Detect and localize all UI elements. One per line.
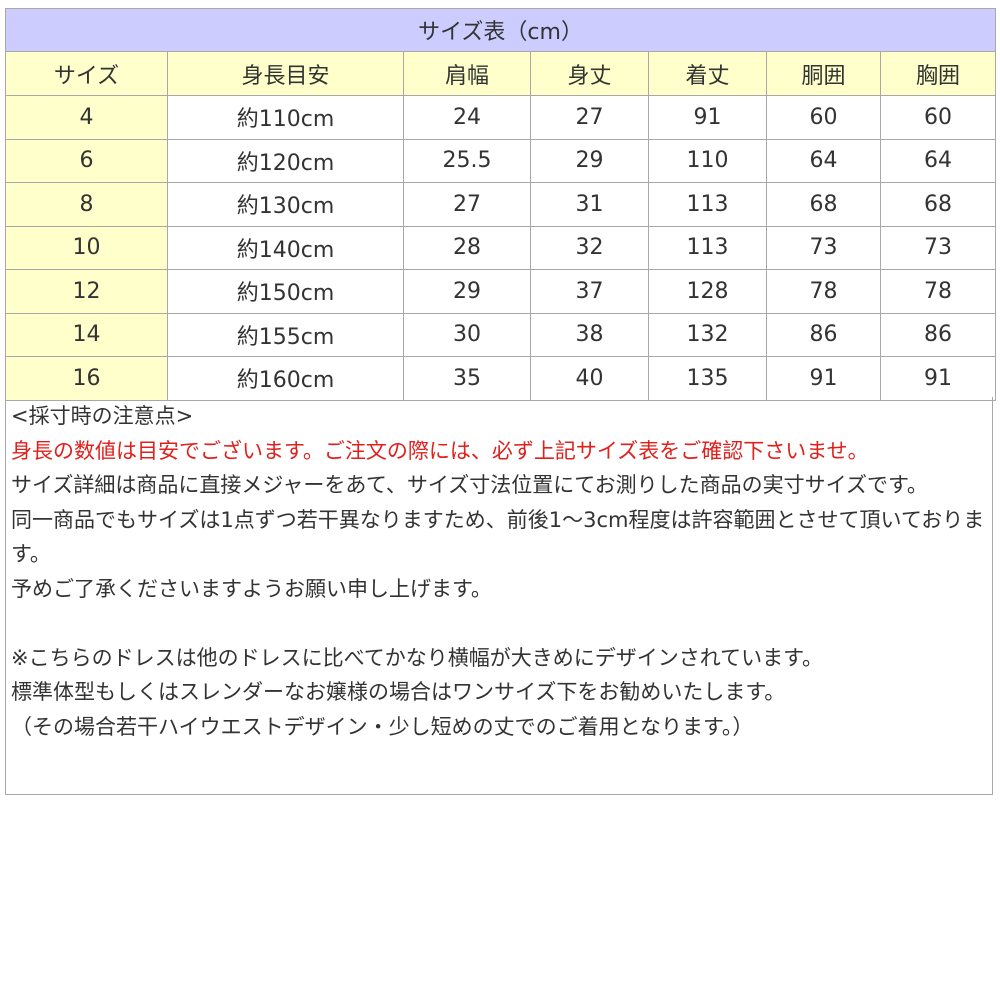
- header-row: サイズ 身長目安 肩幅 身丈 着丈 胴囲 胸囲: [5, 51, 997, 96]
- table-cell: 78: [766, 269, 881, 314]
- table-cell: 68: [766, 182, 881, 227]
- table-row: 8 約130cm 27 31 113 68 68: [5, 182, 997, 227]
- notes-section: <採寸時の注意点> 身長の数値は目安でございます。ご注文の際には、必ず上記サイズ…: [5, 397, 993, 795]
- size-cell: 12: [5, 269, 168, 314]
- column-header: 身丈: [530, 51, 649, 96]
- table-row: 14 約155cm 30 38 132 86 86: [5, 312, 997, 357]
- size-cell: 14: [5, 312, 168, 357]
- table-cell: 110: [648, 138, 767, 183]
- table-cell: 132: [648, 312, 767, 357]
- notes-line: 予めご了承くださいますようお願い申し上げます。: [11, 576, 492, 601]
- size-cell: 4: [5, 95, 168, 140]
- table-cell: 60: [879, 95, 997, 140]
- column-header: サイズ: [5, 51, 168, 96]
- table-cell: 35: [403, 356, 531, 401]
- table-cell: 78: [879, 269, 997, 314]
- table-cell: 37: [530, 269, 649, 314]
- table-cell: 32: [530, 225, 649, 270]
- table-cell: 113: [648, 225, 767, 270]
- table-title: サイズ表（cm）: [4, 8, 997, 52]
- table-cell: 約160cm: [167, 356, 404, 401]
- table-row: 10 約140cm 28 32 113 73 73: [5, 225, 997, 270]
- notes-line: 同一商品でもサイズは1点ずつ若干異なりますため、前後1～3cm程度は許容範囲とさ…: [11, 507, 985, 567]
- table-cell: 91: [879, 356, 997, 401]
- notes-extra: 標準体型もしくはスレンダーなお嬢様の場合はワンサイズ下をお勧めいたします。: [11, 680, 786, 704]
- table-row: 4 約110cm 24 27 91 60 60: [5, 95, 997, 140]
- table-row: 12 約150cm 29 37 128 78 78: [5, 269, 997, 314]
- table-cell: 30: [403, 312, 531, 357]
- column-header: 肩幅: [403, 51, 531, 96]
- table-cell: 約120cm: [167, 138, 404, 183]
- table-cell: 約150cm: [167, 269, 404, 314]
- table-cell: 27: [403, 182, 531, 227]
- table-row: 16 約160cm 35 40 135 91 91: [5, 356, 997, 401]
- column-header: 身長目安: [167, 51, 404, 96]
- table-cell: 128: [648, 269, 767, 314]
- table-cell: 64: [879, 138, 997, 183]
- table-cell: 135: [648, 356, 767, 401]
- table-cell: 31: [530, 182, 649, 227]
- notes-warning: 身長の数値は目安でございます。ご注文の際には、必ず上記サイズ表をご確認下さいませ…: [11, 438, 869, 463]
- notes-extra: （その場合若干ハイウエストデザイン・少し短めの丈でのご着用となります。）: [11, 714, 754, 739]
- size-table: サイズ表（cm） サイズ 身長目安 肩幅 身丈 着丈 胴囲 胸囲 4 約110cm 24 27 91…: [4, 8, 997, 401]
- notes-line: サイズ詳細は商品に直接メジャーをあて、サイズ寸法位置にてお測りした商品の実寸サイ…: [11, 473, 928, 497]
- table-cell: 38: [530, 312, 649, 357]
- table-cell: 27: [530, 95, 649, 140]
- size-cell: 8: [5, 182, 168, 227]
- table-cell: 60: [766, 95, 881, 140]
- column-header: 着丈: [648, 51, 767, 96]
- table-cell: 113: [648, 182, 767, 227]
- size-cell: 10: [5, 225, 168, 270]
- table-cell: 73: [766, 225, 881, 270]
- table-cell: 40: [530, 356, 649, 401]
- table-cell: 約140cm: [167, 225, 404, 270]
- table-cell: 約110cm: [167, 95, 404, 140]
- size-cell: 16: [5, 356, 168, 401]
- table-cell: 64: [766, 138, 881, 183]
- column-header: 胴囲: [766, 51, 881, 96]
- table-cell: 約155cm: [167, 312, 404, 357]
- table-cell: 91: [648, 95, 767, 140]
- table-cell: 86: [766, 312, 881, 357]
- table-cell: 86: [879, 312, 997, 357]
- table-cell: 73: [879, 225, 997, 270]
- notes-extra: ※こちらのドレスは他のドレスに比べてかなり横幅が大きめにデザインされています。: [11, 645, 824, 670]
- table-cell: 29: [403, 269, 531, 314]
- table-cell: 25.5: [403, 138, 531, 183]
- table-cell: 約130cm: [167, 182, 404, 227]
- table-cell: 24: [403, 95, 531, 140]
- table-row: 6 約120cm 25.5 29 110 64 64: [5, 138, 997, 183]
- table-cell: 29: [530, 138, 649, 183]
- column-header: 胸囲: [879, 51, 997, 96]
- table-cell: 91: [766, 356, 881, 401]
- notes-heading: <採寸時の注意点>: [11, 404, 194, 428]
- size-cell: 6: [5, 138, 168, 183]
- table-cell: 28: [403, 225, 531, 270]
- table-cell: 68: [879, 182, 997, 227]
